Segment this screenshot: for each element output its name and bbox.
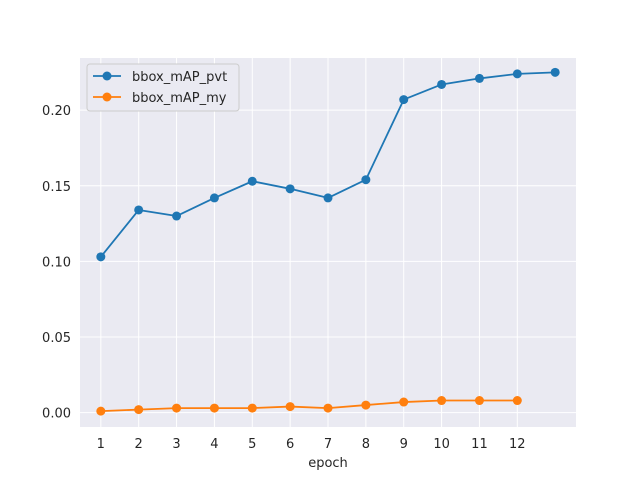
data-point-bbox_mAP_my: [361, 400, 371, 410]
data-point-bbox_mAP_pvt: [512, 69, 522, 79]
data-point-bbox_mAP_pvt: [361, 175, 371, 185]
x-tick-label: 12: [509, 437, 526, 452]
data-point-bbox_mAP_pvt: [474, 73, 484, 83]
y-tick-label: 0.10: [42, 255, 71, 270]
legend-label: bbox_mAP_my: [132, 91, 227, 106]
x-tick-label: 11: [471, 437, 488, 452]
x-tick-label: 5: [248, 437, 256, 452]
legend-frame: [86, 63, 240, 112]
legend-marker-bbox_mAP_pvt: [102, 71, 112, 81]
data-point-bbox_mAP_pvt: [247, 176, 257, 186]
x-tick-label: 9: [400, 437, 408, 452]
data-point-bbox_mAP_my: [172, 403, 182, 413]
x-tick-label: 8: [362, 437, 370, 452]
y-tick-label: 0.15: [42, 180, 71, 195]
x-tick-label: 1: [97, 437, 105, 452]
data-point-bbox_mAP_my: [399, 397, 409, 407]
y-axis-ticks: 0.00 0.05 0.10 0.15 0.20: [42, 104, 71, 421]
data-point-bbox_mAP_pvt: [323, 193, 333, 203]
data-point-bbox_mAP_pvt: [134, 205, 144, 215]
data-point-bbox_mAP_my: [247, 403, 257, 413]
data-point-bbox_mAP_pvt: [550, 67, 560, 77]
data-point-bbox_mAP_pvt: [172, 211, 182, 221]
data-point-bbox_mAP_my: [285, 402, 295, 412]
data-point-bbox_mAP_my: [512, 396, 522, 406]
data-point-bbox_mAP_pvt: [285, 184, 295, 194]
data-point-bbox_mAP_my: [96, 406, 106, 416]
x-axis-label: epoch: [308, 456, 348, 471]
data-point-bbox_mAP_pvt: [437, 79, 447, 89]
data-point-bbox_mAP_my: [437, 396, 447, 406]
x-tick-label: 7: [324, 437, 332, 452]
y-tick-label: 0.00: [42, 407, 71, 422]
data-point-bbox_mAP_my: [474, 396, 484, 406]
grid: [80, 58, 576, 427]
x-tick-label: 3: [172, 437, 180, 452]
y-tick-label: 0.20: [42, 104, 71, 119]
series-line-bbox_mAP_my: [99, 399, 519, 413]
data-point-bbox_mAP_my: [134, 405, 144, 415]
x-tick-label: 4: [210, 437, 218, 452]
x-tick-label: 6: [286, 437, 294, 452]
x-axis-ticks: 1 2 3 4 5 6 7 8 9 10 11 12: [97, 437, 526, 452]
series-layer: [96, 67, 560, 416]
data-point-bbox_mAP_my: [323, 403, 333, 413]
legend-label: bbox_mAP_pvt: [132, 70, 227, 85]
y-tick-label: 0.05: [42, 331, 71, 346]
x-tick-label: 10: [433, 437, 450, 452]
x-tick-label: 2: [135, 437, 143, 452]
data-point-bbox_mAP_my: [209, 403, 219, 413]
legend-marker-bbox_mAP_my: [102, 92, 112, 102]
data-point-bbox_mAP_pvt: [399, 95, 409, 105]
data-point-bbox_mAP_pvt: [96, 252, 106, 262]
legend: bbox_mAP_pvt bbox_mAP_my: [86, 63, 240, 112]
data-point-bbox_mAP_pvt: [209, 193, 219, 203]
